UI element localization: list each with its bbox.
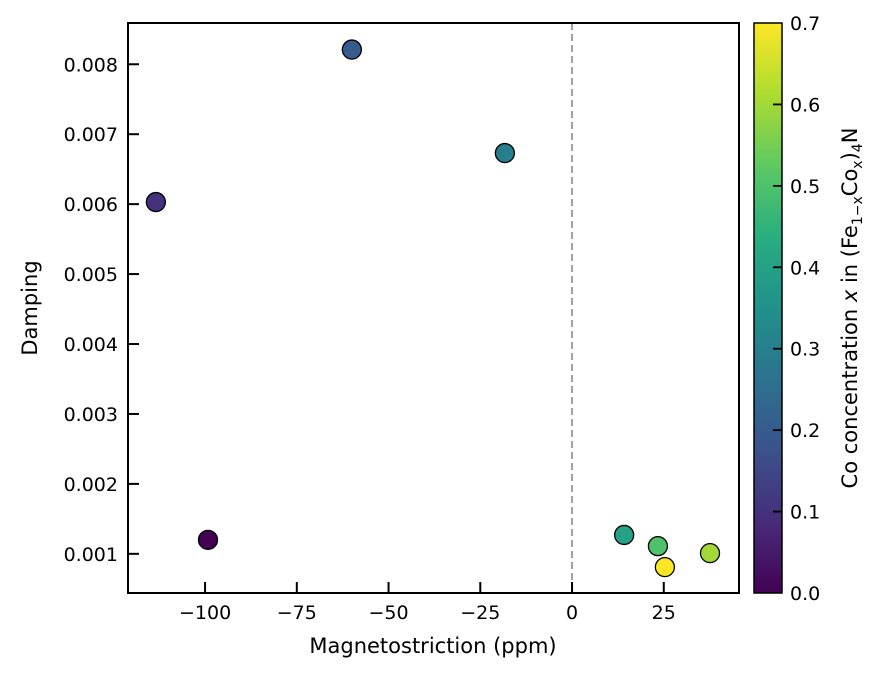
colorbar-tick-label: 0.4 (790, 257, 820, 279)
colorbar-tick-label: 0.2 (790, 420, 820, 442)
x-tick-label: 25 (652, 602, 676, 624)
colorbar-gradient (753, 22, 783, 594)
data-point (145, 191, 167, 213)
colorbar-label: Co concentration x in (Fe1−xCox)4N (838, 128, 866, 489)
y-tick-label: 0.004 (64, 334, 118, 356)
x-tick-label: 0 (566, 602, 578, 624)
x-tick-label: −100 (179, 602, 231, 624)
y-tick-label: 0.001 (64, 544, 118, 566)
y-tick-label: 0.003 (64, 404, 118, 426)
x-tick-label: −75 (277, 602, 317, 624)
y-tick-label: 0.007 (64, 124, 118, 146)
data-point (197, 529, 219, 550)
colorbar-ticks: 0.0 0.1 0.2 0.3 0.4 0.5 0.6 0.7 (773, 13, 820, 605)
colorbar-tick-label: 0.7 (790, 13, 820, 35)
colorbar-tick-label: 0.1 (790, 502, 820, 524)
colorbar-tick-label: 0.6 (790, 94, 820, 116)
y-tick-label: 0.008 (64, 54, 118, 76)
data-point (341, 39, 362, 60)
colorbar-tick-label: 0.5 (790, 176, 820, 198)
y-tick-label: 0.006 (64, 194, 118, 216)
plot-frame (127, 22, 740, 594)
colorbar-tick-label: 0.3 (790, 339, 820, 361)
y-axis-ticks: 0.001 0.002 0.003 0.004 0.005 0.006 0.007 0.008 (64, 54, 139, 566)
y-tick-label: 0.005 (64, 264, 118, 286)
data-point (647, 535, 669, 557)
x-tick-label: −25 (460, 602, 500, 624)
x-axis-ticks: −100 −75 −50 −25 0 25 (179, 582, 676, 624)
x-tick-label: −50 (368, 602, 408, 624)
data-point (699, 542, 721, 564)
data-point (613, 524, 635, 546)
colorbar-tick-label: 0.0 (790, 583, 820, 605)
x-axis-label: Magnetostriction (ppm) (309, 634, 556, 658)
data-point (654, 556, 676, 578)
y-tick-label: 0.002 (64, 474, 118, 496)
data-points-layer (145, 39, 721, 578)
y-axis-label: Damping (18, 260, 42, 355)
data-point (494, 142, 516, 164)
